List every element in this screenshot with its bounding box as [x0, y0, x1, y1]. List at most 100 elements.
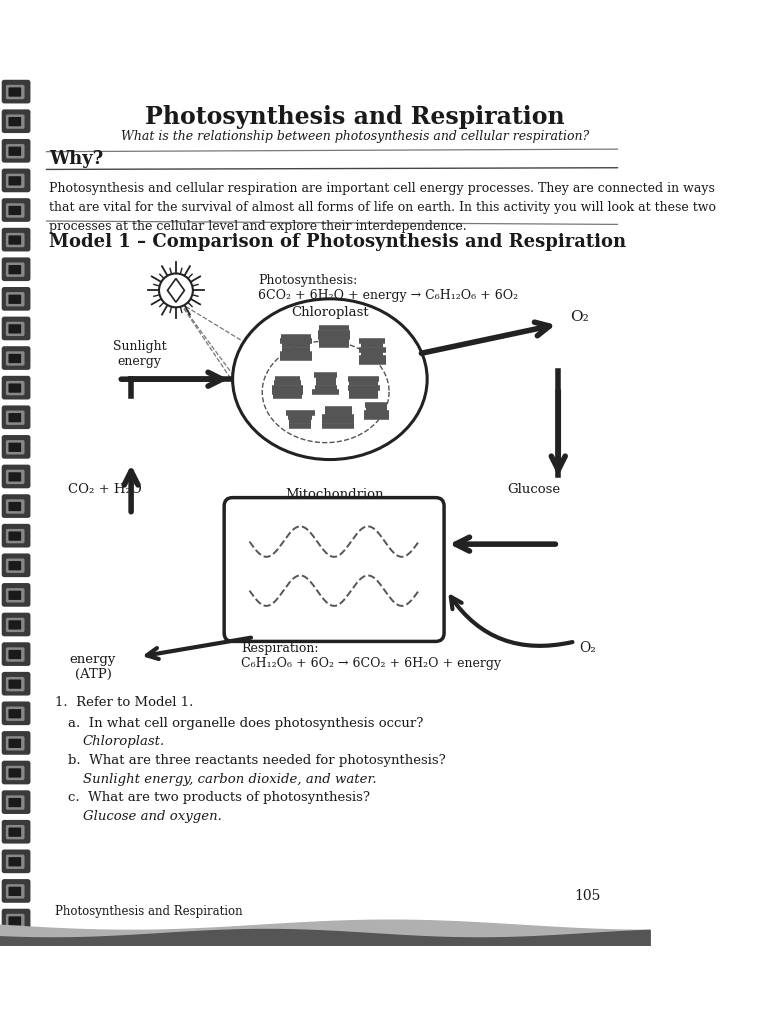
- Text: Photosynthesis and cellular respiration are important cell energy processes. The: Photosynthesis and cellular respiration …: [49, 182, 716, 233]
- Text: Why?: Why?: [49, 151, 103, 168]
- FancyBboxPatch shape: [6, 855, 25, 869]
- FancyBboxPatch shape: [6, 558, 25, 572]
- FancyBboxPatch shape: [6, 500, 25, 514]
- FancyBboxPatch shape: [2, 612, 31, 636]
- Text: Sunlight
energy: Sunlight energy: [113, 340, 167, 368]
- FancyBboxPatch shape: [2, 524, 31, 548]
- FancyBboxPatch shape: [6, 825, 25, 840]
- FancyBboxPatch shape: [2, 406, 31, 429]
- Polygon shape: [167, 279, 184, 302]
- Text: 6CO₂ + 6H₂O + energy → C₆H₁₂O₆ + 6O₂: 6CO₂ + 6H₂O + energy → C₆H₁₂O₆ + 6O₂: [258, 289, 518, 302]
- FancyBboxPatch shape: [2, 110, 31, 133]
- FancyBboxPatch shape: [8, 146, 22, 156]
- FancyBboxPatch shape: [8, 295, 22, 304]
- Text: Photosynthesis and Respiration: Photosynthesis and Respiration: [55, 905, 243, 918]
- FancyBboxPatch shape: [2, 346, 31, 370]
- FancyBboxPatch shape: [2, 227, 31, 252]
- FancyBboxPatch shape: [2, 287, 31, 310]
- Text: Chloroplast: Chloroplast: [291, 306, 369, 318]
- Text: Photosynthesis:: Photosynthesis:: [258, 273, 357, 287]
- FancyBboxPatch shape: [6, 884, 25, 898]
- FancyBboxPatch shape: [6, 292, 25, 306]
- FancyBboxPatch shape: [8, 827, 22, 837]
- Text: Glucose and oxygen.: Glucose and oxygen.: [83, 810, 222, 822]
- FancyBboxPatch shape: [8, 354, 22, 364]
- FancyBboxPatch shape: [6, 411, 25, 425]
- FancyBboxPatch shape: [8, 738, 22, 748]
- FancyBboxPatch shape: [8, 887, 22, 896]
- FancyBboxPatch shape: [2, 553, 31, 578]
- FancyBboxPatch shape: [6, 617, 25, 632]
- FancyBboxPatch shape: [2, 908, 31, 933]
- Text: Model 1 – Comparison of Photosynthesis and Respiration: Model 1 – Comparison of Photosynthesis a…: [49, 233, 626, 251]
- FancyBboxPatch shape: [6, 85, 25, 99]
- FancyBboxPatch shape: [6, 913, 25, 928]
- FancyBboxPatch shape: [6, 144, 25, 159]
- FancyBboxPatch shape: [8, 442, 22, 452]
- Text: C₆H₁₂O₆ + 6O₂ → 6CO₂ + 6H₂O + energy: C₆H₁₂O₆ + 6O₂ → 6CO₂ + 6H₂O + energy: [241, 657, 502, 670]
- FancyBboxPatch shape: [2, 435, 31, 459]
- FancyBboxPatch shape: [8, 680, 22, 689]
- FancyBboxPatch shape: [6, 322, 25, 336]
- FancyBboxPatch shape: [2, 257, 31, 281]
- Text: a.  In what cell organelle does photosynthesis occur?: a. In what cell organelle does photosynt…: [68, 717, 423, 730]
- FancyBboxPatch shape: [8, 768, 22, 777]
- FancyBboxPatch shape: [6, 115, 25, 129]
- FancyBboxPatch shape: [8, 236, 22, 245]
- Text: Mitochondrion: Mitochondrion: [285, 487, 383, 501]
- FancyBboxPatch shape: [8, 591, 22, 600]
- FancyBboxPatch shape: [6, 647, 25, 662]
- FancyBboxPatch shape: [6, 203, 25, 218]
- FancyBboxPatch shape: [2, 731, 31, 755]
- FancyBboxPatch shape: [6, 736, 25, 751]
- FancyBboxPatch shape: [224, 498, 444, 641]
- FancyBboxPatch shape: [2, 583, 31, 607]
- FancyBboxPatch shape: [8, 650, 22, 659]
- FancyBboxPatch shape: [6, 707, 25, 721]
- Text: 1.  Refer to Model 1.: 1. Refer to Model 1.: [55, 696, 194, 710]
- FancyBboxPatch shape: [6, 232, 25, 247]
- FancyBboxPatch shape: [2, 642, 31, 666]
- FancyBboxPatch shape: [6, 677, 25, 691]
- FancyBboxPatch shape: [8, 916, 22, 926]
- FancyBboxPatch shape: [8, 561, 22, 570]
- FancyBboxPatch shape: [6, 351, 25, 366]
- FancyBboxPatch shape: [6, 529, 25, 544]
- FancyBboxPatch shape: [2, 820, 31, 844]
- FancyBboxPatch shape: [2, 80, 31, 103]
- FancyBboxPatch shape: [2, 761, 31, 784]
- FancyBboxPatch shape: [8, 383, 22, 393]
- FancyBboxPatch shape: [6, 796, 25, 810]
- FancyBboxPatch shape: [2, 465, 31, 488]
- FancyBboxPatch shape: [2, 316, 31, 340]
- FancyBboxPatch shape: [2, 672, 31, 695]
- Text: Sunlight energy, carbon dioxide, and water.: Sunlight energy, carbon dioxide, and wat…: [83, 772, 376, 785]
- FancyBboxPatch shape: [6, 174, 25, 188]
- FancyBboxPatch shape: [6, 381, 25, 395]
- Text: c.  What are two products of photosynthesis?: c. What are two products of photosynthes…: [68, 792, 369, 804]
- FancyBboxPatch shape: [2, 879, 31, 903]
- Text: O₂: O₂: [579, 641, 596, 655]
- FancyBboxPatch shape: [2, 701, 31, 725]
- Text: O₂: O₂: [570, 310, 589, 325]
- Text: energy
(ATP): energy (ATP): [70, 652, 116, 681]
- Text: Photosynthesis and Respiration: Photosynthesis and Respiration: [145, 105, 565, 129]
- FancyBboxPatch shape: [8, 413, 22, 422]
- FancyBboxPatch shape: [2, 850, 31, 873]
- FancyBboxPatch shape: [8, 621, 22, 630]
- Text: Glucose: Glucose: [508, 482, 561, 496]
- Text: Respiration:: Respiration:: [241, 642, 319, 654]
- FancyBboxPatch shape: [6, 262, 25, 276]
- FancyBboxPatch shape: [8, 502, 22, 511]
- FancyBboxPatch shape: [2, 376, 31, 399]
- FancyBboxPatch shape: [6, 470, 25, 484]
- Text: 105: 105: [574, 889, 601, 903]
- Text: What is the relationship between photosynthesis and cellular respiration?: What is the relationship between photosy…: [121, 130, 589, 143]
- FancyBboxPatch shape: [6, 588, 25, 602]
- FancyBboxPatch shape: [2, 495, 31, 518]
- FancyBboxPatch shape: [2, 169, 31, 193]
- FancyBboxPatch shape: [8, 206, 22, 215]
- Text: b.  What are three reactants needed for photosynthesis?: b. What are three reactants needed for p…: [68, 754, 445, 767]
- FancyBboxPatch shape: [6, 766, 25, 780]
- FancyBboxPatch shape: [8, 117, 22, 126]
